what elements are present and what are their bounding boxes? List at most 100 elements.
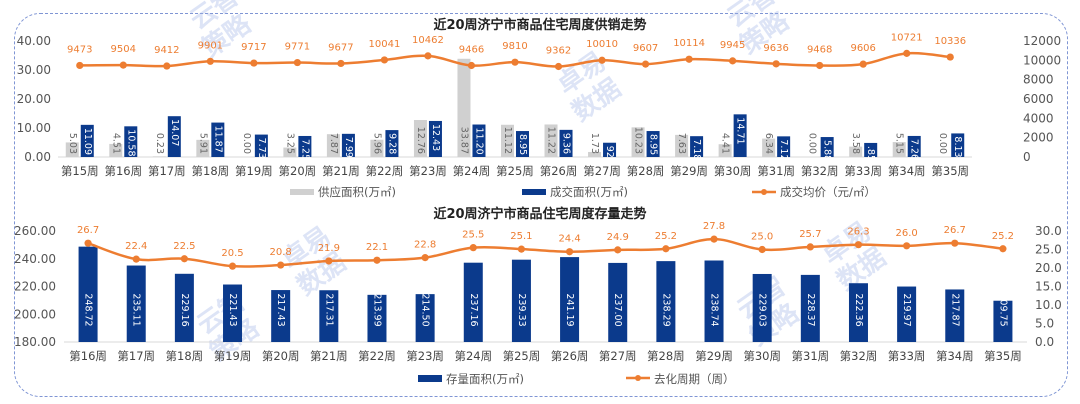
x-tick-label: 第26周 [551, 349, 589, 363]
bar-supply [196, 139, 210, 157]
x-tick-label: 第21周 [322, 164, 360, 178]
point-price [250, 59, 258, 67]
bar-supply [631, 127, 645, 157]
bar-label-deal: 7.18 [691, 139, 702, 160]
bar-deal [559, 129, 573, 157]
bar-label-deal: 5.88 [822, 140, 833, 161]
bar-label-supply: 12.76 [415, 127, 426, 154]
chart2-title: 近20周济宁市商品住宅周度存量走势 [433, 206, 646, 222]
bar-deal [907, 135, 921, 157]
x-tick-label: 第24周 [453, 164, 491, 178]
data-label-cycle: 22.5 [173, 241, 195, 252]
legend-label-price: 成交均价（元/㎡） [780, 185, 876, 199]
bar-label-supply: 33.87 [458, 127, 469, 154]
data-label-price: 10462 [412, 35, 444, 46]
bar-label-stock: 217.87 [949, 293, 960, 326]
point-price [424, 52, 432, 60]
x-tick-label: 第29周 [670, 164, 708, 178]
x-tick-label: 第34周 [888, 164, 926, 178]
bar-supply [718, 144, 732, 157]
bar-stock [848, 283, 868, 342]
bar-stock [223, 284, 243, 342]
bar-stock [367, 294, 387, 342]
x-tick-label: 第20周 [279, 164, 317, 178]
bar-label-supply: 5.03 [67, 133, 78, 154]
chart1-title: 近20周济宁市商品住宅周度供销走势 [433, 17, 646, 33]
bar-label-stock: 213.99 [371, 293, 382, 326]
x-tick-label: 第30周 [743, 349, 781, 363]
data-label-price: 9466 [459, 44, 484, 55]
y2-tick-label: 10.0 [1035, 298, 1062, 312]
bar-label-stock: 222.36 [853, 293, 864, 326]
bar-deal [385, 130, 399, 157]
data-label-cycle: 24.4 [558, 234, 580, 245]
y-tick-label: 200.00 [14, 307, 56, 321]
data-label-price: 9677 [328, 42, 353, 53]
bar-deal [124, 126, 138, 157]
data-label-price: 10041 [369, 39, 401, 50]
bar-supply [457, 58, 471, 157]
bar-label-supply: 4.41 [720, 133, 731, 154]
x-tick-label: 第28周 [627, 164, 665, 178]
bar-stock [752, 273, 772, 342]
bar-stock [415, 294, 435, 342]
bar-deal [428, 120, 442, 157]
bar-label-deal: 14.07 [169, 119, 180, 146]
data-label-cycle: 22.8 [414, 240, 436, 251]
bar-label-supply: 3.58 [850, 133, 861, 154]
bar-stock [319, 290, 339, 342]
bar-deal [777, 136, 791, 157]
point-cycle [854, 241, 863, 249]
point-cycle [228, 262, 237, 270]
bar-label-stock: 229.16 [179, 293, 190, 326]
y-tick-label: 20.00 [17, 92, 51, 106]
bar-deal [211, 122, 225, 157]
bar-stock [560, 257, 580, 342]
bar-deal [951, 133, 965, 157]
y-tick-label: 180.00 [14, 335, 56, 349]
x-tick-label: 第16周 [69, 349, 107, 363]
point-price [946, 53, 954, 61]
data-label-price: 9901 [198, 40, 223, 51]
point-price [729, 57, 737, 65]
point-cycle [951, 239, 959, 247]
point-price [772, 60, 780, 68]
bar-stock [800, 274, 820, 342]
bar-stock [511, 259, 531, 342]
data-label-price: 9810 [502, 41, 527, 52]
bar-label-supply: 10.23 [633, 127, 644, 154]
line-cycle [87, 237, 1004, 268]
bar-label-stock: 221.43 [227, 293, 238, 326]
bar-label-supply: 0.00 [241, 133, 252, 154]
bar-deal [516, 131, 529, 157]
bar-label-supply: 0.00 [807, 133, 818, 154]
y2-tick-label: 5.0 [1035, 317, 1054, 331]
point-price [163, 62, 171, 70]
bar-supply [762, 138, 776, 157]
bar-supply [65, 142, 79, 157]
y2-tick-label: 6000 [1023, 92, 1054, 106]
x-tick-label: 第18周 [166, 349, 204, 363]
bar-supply [849, 146, 863, 157]
data-label-cycle: 26.0 [895, 228, 917, 239]
bar-deal [864, 142, 878, 157]
bar-deal [820, 137, 834, 157]
bar-stock [945, 289, 965, 342]
point-cycle [565, 248, 574, 256]
bar-stock [656, 261, 676, 342]
bar-label-deal: 14.71 [735, 117, 746, 144]
bar-deal [254, 134, 268, 157]
y-tick-label: 0.00 [24, 150, 51, 164]
bar-label-deal: 9.28 [386, 133, 397, 154]
point-cycle [999, 245, 1007, 253]
x-tick-label: 第21周 [310, 349, 348, 363]
point-cycle [180, 255, 188, 263]
point-cycle [132, 255, 140, 263]
chart2-legend: 存量面积(万㎡) 去化周期（周） [418, 372, 735, 386]
y2-tick-label: 4000 [1023, 111, 1054, 125]
y-tick-label: 220.00 [14, 280, 56, 294]
x-tick-label: 第16周 [104, 164, 142, 178]
data-label-cycle: 25.7 [799, 229, 821, 240]
x-tick-label: 第23周 [406, 349, 444, 363]
x-tick-label: 第25周 [503, 349, 541, 363]
